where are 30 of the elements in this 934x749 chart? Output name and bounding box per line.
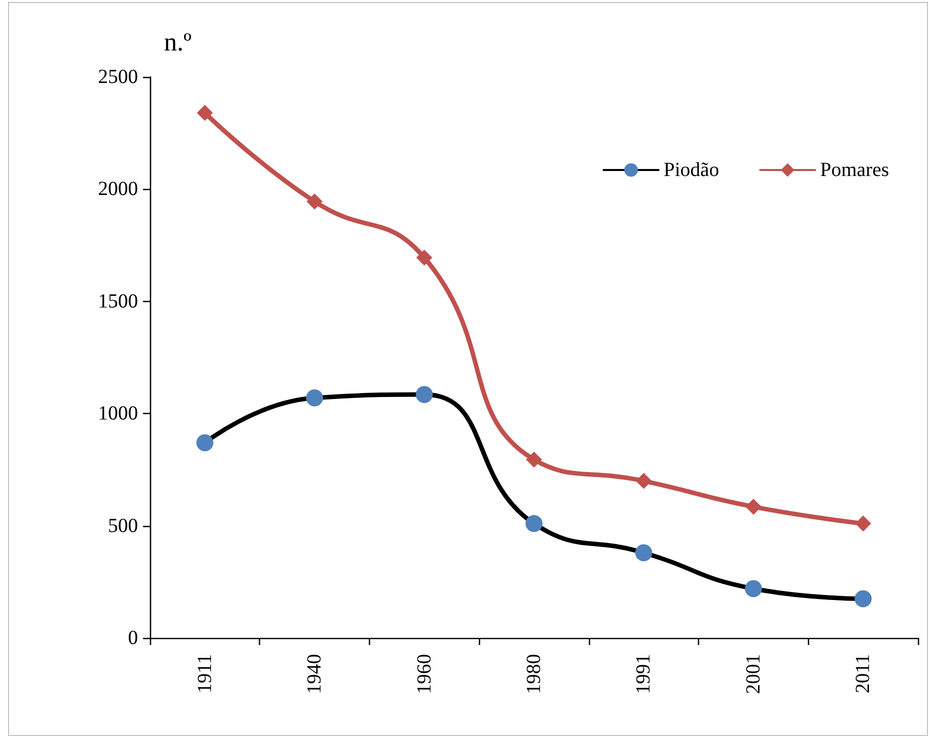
x-tick-label: 1960 [413, 654, 436, 694]
point [306, 389, 324, 406]
point [526, 452, 542, 468]
x-tick-label: 1911 [194, 654, 216, 694]
y-tick-label: 2500 [98, 66, 138, 88]
x-tick-label: 1980 [523, 654, 545, 694]
point [196, 104, 213, 121]
x-tick-label: 1940 [304, 654, 326, 694]
legend-label: Piodão [664, 159, 720, 181]
point [196, 434, 214, 452]
x-tick-label: 1991 [632, 654, 655, 694]
point [855, 516, 872, 532]
point [635, 544, 652, 562]
point [306, 194, 323, 210]
point [636, 472, 652, 489]
point [745, 498, 762, 515]
y-tick-label: 1500 [98, 290, 138, 312]
point [416, 386, 433, 404]
legend-label: Pomares [820, 159, 890, 181]
x-tick-label: 2001 [742, 654, 764, 694]
y-axis-title: n.º [164, 28, 192, 56]
point [744, 580, 762, 598]
y-tick-label: 1000 [98, 402, 138, 425]
point [526, 515, 542, 532]
y-tick-label: 2000 [98, 178, 138, 200]
point [854, 590, 872, 608]
y-tick-label: 0 [128, 627, 138, 649]
x-tick-label: 2011 [852, 654, 874, 694]
point [416, 250, 432, 266]
y-tick-label: 500 [108, 514, 138, 537]
